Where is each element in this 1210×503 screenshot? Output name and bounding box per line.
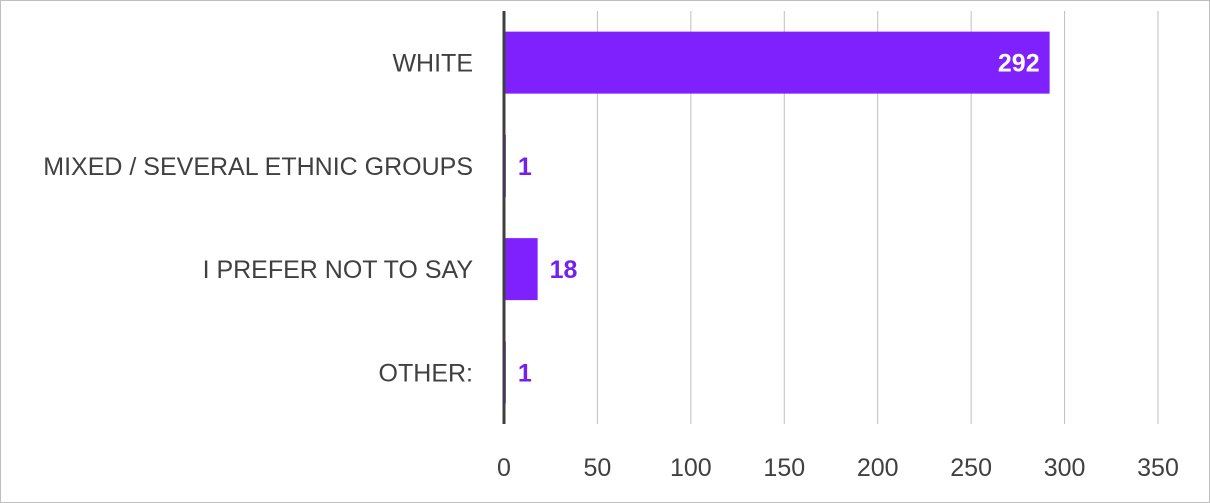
data-label-i-prefer-not-to-say: 18: [550, 256, 578, 284]
x-tick-labels: 0 50 100 150 200 250 300 350: [497, 454, 1179, 482]
x-tick-label-50: 50: [584, 454, 612, 482]
x-tick-label-300: 300: [1044, 454, 1086, 482]
x-tick-label-200: 200: [857, 454, 899, 482]
x-tick-label-150: 150: [763, 454, 805, 482]
bars: [504, 31, 1050, 404]
bar-white: [504, 31, 1050, 94]
category-label-i-prefer-not-to-say: I PREFER NOT TO SAY: [203, 256, 474, 284]
x-tick-label-350: 350: [1137, 454, 1179, 482]
x-tick-label-250: 250: [950, 454, 992, 482]
x-tick-label-100: 100: [670, 454, 712, 482]
data-labels: 292 1 18 1: [518, 50, 1040, 388]
category-labels: WHITE MIXED / SEVERAL ETHNIC GROUPS I PREF…: [43, 50, 473, 388]
data-label-other: 1: [518, 359, 532, 387]
category-label-other: OTHER:: [379, 359, 473, 387]
data-label-mixed-several-ethnic-groups: 1: [518, 153, 532, 181]
category-label-white: WHITE: [392, 50, 473, 78]
data-label-white: 292: [998, 50, 1040, 78]
x-tick-label-0: 0: [497, 454, 511, 482]
bar-i-prefer-not-to-say: [504, 238, 538, 301]
category-label-mixed-several-ethnic-groups: MIXED / SEVERAL ETHNIC GROUPS: [43, 153, 473, 181]
